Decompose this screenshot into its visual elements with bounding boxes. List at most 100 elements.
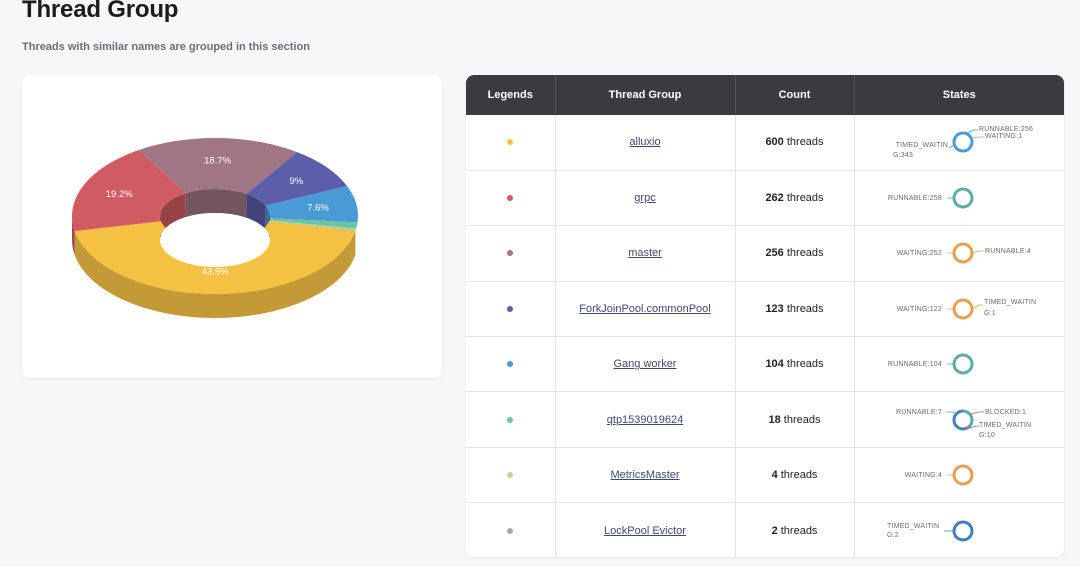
thread-group-link[interactable]: master	[628, 247, 662, 260]
pie-slice-side	[74, 230, 356, 318]
table-row: alluxio 600 threads RUNNABLE:256 WAITING:1 T…	[466, 115, 1064, 171]
pie-slice-inner-wall	[185, 189, 247, 218]
pie-slice-label: 9%	[289, 176, 303, 187]
table-row: master 256 threads WAITING:252 RUNNABLE:4	[466, 225, 1064, 282]
header-legends: Legends	[466, 75, 556, 115]
state-leader-line	[971, 137, 985, 139]
thread-group-link[interactable]: grpc	[634, 192, 656, 205]
thread-group-link[interactable]: ForkJoinPool.commonPool	[579, 302, 711, 315]
state-ring-chart: WAITING:252 RUNNABLE:4	[897, 242, 1031, 264]
states-cell: RUNNABLE:104	[854, 336, 1064, 393]
pie-slice-inner-wall	[246, 193, 266, 230]
count-cell: 600 threads	[735, 115, 855, 171]
table-body: alluxio 600 threads RUNNABLE:256 WAITING:1 T…	[466, 115, 1064, 557]
thread-group-cell: ForkJoinPool.commonPool	[555, 281, 736, 338]
state-label: G:343	[893, 152, 913, 159]
count-cell: 2 threads	[735, 502, 855, 557]
state-leader-line	[946, 411, 958, 414]
thread-group-link[interactable]: MetricsMaster	[610, 469, 680, 482]
thread-count: 600	[765, 136, 784, 149]
thread-group-link[interactable]: alluxio	[629, 136, 661, 149]
legend-dot	[507, 361, 514, 368]
pie-slice-label: 7.6%	[307, 202, 329, 213]
state-label: TIMED_WAITIN	[896, 142, 948, 149]
pie-slice[interactable]	[268, 220, 356, 231]
thread-count-unit: threads	[777, 469, 818, 482]
pie-slice[interactable]	[269, 220, 357, 231]
thread-group-link[interactable]: LockPool Evictor	[604, 524, 686, 537]
state-label: G:2	[887, 532, 899, 539]
pie-hole-floor	[160, 213, 270, 267]
thread-group-chart-card: 43.9% 19.2% 18.7% 9% 7.6%	[22, 75, 442, 378]
pie-slice-label: 18.7%	[204, 155, 231, 166]
thread-count-unit: threads	[783, 247, 824, 260]
state-leader-line	[949, 145, 955, 149]
state-leader-line	[972, 304, 984, 310]
state-label: WAITING:1	[985, 133, 1022, 140]
state-label: TIMED_WAITIN	[984, 299, 1036, 306]
state-ring-segment	[952, 131, 974, 153]
thread-count: 4	[771, 469, 778, 482]
state-ring-segment	[965, 425, 970, 430]
legend-dot	[507, 139, 514, 146]
table-row: grpc 262 threads RUNNABLE:258	[466, 170, 1064, 227]
pie-slice-label: 43.9%	[202, 267, 229, 278]
pie-slice-side	[72, 216, 75, 256]
state-label: TIMED_WAITIN	[979, 422, 1031, 429]
thread-count: 256	[765, 247, 784, 260]
legend-cell	[466, 391, 556, 448]
page-subtitle: Threads with similar names are grouped i…	[22, 41, 310, 53]
pie-slice[interactable]	[246, 152, 348, 206]
legend-dot	[507, 195, 514, 202]
thread-group-table-card: Legends Thread Group Count States alluxi…	[466, 75, 1064, 557]
legend-dot	[507, 250, 514, 257]
state-label: TIMED_WAITIN	[887, 523, 939, 530]
state-ring-segment	[952, 242, 974, 264]
thread-group-cell: grpc	[555, 170, 736, 227]
legend-cell	[466, 170, 556, 227]
state-ring-segment	[963, 409, 974, 428]
states-cell: RUNNABLE:256 WAITING:1 TIMED_WAITIN G:343	[854, 115, 1064, 171]
thread-count: 18	[768, 413, 781, 426]
state-label: G:1	[984, 310, 996, 317]
thread-group-cell: LockPool Evictor	[555, 502, 736, 557]
legend-dot	[507, 305, 514, 312]
thread-group-pie-chart: 43.9% 19.2% 18.7% 9% 7.6%	[72, 138, 358, 318]
state-ring-segment	[952, 187, 974, 209]
header-count: Count	[735, 75, 855, 115]
pie-slice[interactable]	[72, 149, 186, 232]
pie-slice-inner-wall	[160, 193, 186, 240]
count-cell: 123 threads	[735, 281, 855, 338]
pie-slice[interactable]	[138, 138, 298, 194]
legend-cell	[466, 225, 556, 282]
table-row: LockPool Evictor 2 threads TIMED_WAITIN G:2	[466, 502, 1064, 557]
count-cell: 256 threads	[735, 225, 855, 282]
table-row: MetricsMaster 4 threads WAITING:4	[466, 447, 1064, 504]
state-ring-chart: RUNNABLE:104	[888, 353, 974, 375]
pie-slice[interactable]	[265, 186, 358, 223]
legend-dot	[507, 416, 514, 423]
legend-cell	[466, 336, 556, 393]
state-label: RUNNABLE:104	[888, 361, 942, 368]
pie-slice-label: 19.2%	[106, 189, 133, 200]
states-cell: RUNNABLE:258	[854, 170, 1064, 227]
state-leader-line	[967, 130, 979, 134]
state-label: WAITING:252	[897, 250, 943, 257]
state-ring-chart: RUNNABLE:7 BLOCKED:1 TIMED_WAITIN G:10	[896, 409, 1031, 439]
thread-group-cell: Gang worker	[555, 336, 736, 393]
states-cell: WAITING:252 RUNNABLE:4	[854, 225, 1064, 282]
pie-slice[interactable]	[269, 218, 358, 229]
thread-count-unit: threads	[783, 302, 824, 315]
thread-group-cell: alluxio	[555, 115, 736, 171]
state-leader-line	[969, 425, 980, 429]
thread-group-link[interactable]: qtp1539019624	[606, 413, 684, 426]
state-ring-segment	[952, 409, 967, 431]
states-cell: WAITING:122 TIMED_WAITIN G:1	[854, 281, 1064, 338]
table-row: ForkJoinPool.commonPool 123 threads WAITIN…	[466, 281, 1064, 338]
state-ring-chart: WAITING:122 TIMED_WAITIN G:1	[897, 298, 1036, 320]
thread-count-unit: threads	[783, 192, 824, 205]
pie-slice-rim	[148, 216, 162, 223]
thread-group-link[interactable]: Gang worker	[613, 358, 677, 371]
legend-dot	[507, 472, 514, 479]
table-row: Gang worker 104 threads RUNNABLE:104	[466, 336, 1064, 393]
